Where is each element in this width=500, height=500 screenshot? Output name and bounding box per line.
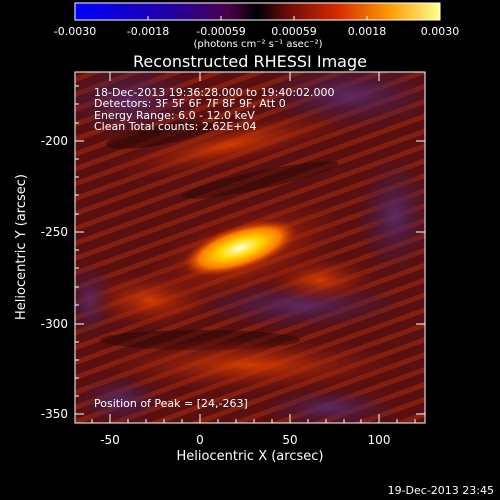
x-tick-label: 0 [196, 433, 204, 447]
colorbar-tick-label: -0.0018 [126, 25, 170, 38]
x-axis-ticks [91, 72, 416, 423]
y-axis-ticks [75, 85, 425, 415]
detectors-text: Detectors: 3F 5F 6F 7F 8F 9F, Att 0 [94, 97, 286, 110]
x-tick-label: 100 [367, 433, 391, 447]
colorbar-tick-label: 0.0018 [347, 25, 387, 38]
colorbar [74, 2, 441, 21]
peak-source [182, 220, 298, 276]
colorbar-tick-label: 0.00059 [271, 25, 317, 38]
clean-total-counts-text: Clean Total counts: 2.62E+04 [94, 120, 257, 133]
y-tick-label: -300 [40, 317, 68, 331]
colorbar-tick-label: -0.00059 [196, 25, 246, 38]
colorbar-units-label: (photons cm⁻² s⁻¹ asec⁻²) [193, 39, 323, 50]
colorbar-tick-label: 0.0030 [420, 25, 460, 38]
time-range-text: 18-Dec-2013 19:36:28.000 to 19:40:02.000 [94, 86, 335, 99]
colorbar-tick-label: -0.0030 [53, 25, 97, 38]
y-tick-label: -200 [40, 134, 68, 148]
peak-position-text: Position of Peak = [24,-263] [94, 397, 248, 410]
x-tick-label: 50 [282, 433, 298, 447]
y-tick-label: -350 [40, 407, 68, 421]
rhessi-image [75, 72, 425, 423]
plot-frame [74, 71, 426, 424]
y-tick-label: -250 [40, 225, 68, 239]
colorbar-ticks [74, 16, 441, 20]
x-tick-label: -50 [100, 433, 120, 447]
footer-timestamp: 19-Dec-2013 23:45 [387, 484, 494, 497]
energy-range-text: Energy Range: 6.0 - 12.0 keV [94, 109, 255, 122]
plot-title: Reconstructed RHESSI Image [133, 52, 367, 71]
y-axis-label: Heliocentric Y (arcsec) [14, 174, 29, 320]
x-axis-label: Heliocentric X (arcsec) [176, 449, 324, 464]
